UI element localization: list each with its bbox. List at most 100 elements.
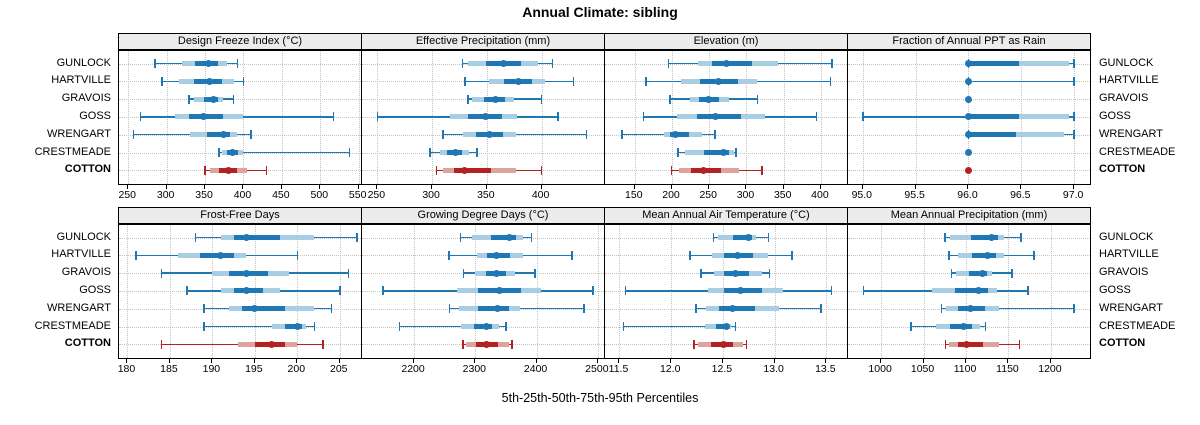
whisker-cap — [667, 59, 670, 68]
iqr-core — [968, 61, 1019, 66]
whisker-cap — [376, 112, 379, 122]
site-label-goss: GOSS — [79, 283, 111, 296]
iqr-core — [968, 132, 1017, 138]
site-label-gravois: GRAVOIS — [1099, 92, 1149, 105]
median-dot — [496, 287, 504, 295]
median-dot — [964, 60, 972, 67]
whisker-cap — [398, 322, 401, 331]
x-tick — [126, 359, 128, 363]
x-tick — [618, 359, 620, 363]
x-tick — [280, 185, 282, 189]
whisker-cap — [505, 322, 507, 331]
strip-mean-annual-precipitation-mm: Mean Annual Precipitation (mm) — [847, 207, 1091, 224]
x-axis-fraction-of-annual-ppt-as-rain: 95.0 95.5 96.0 96.5 97.0 — [847, 185, 1091, 201]
iqr-core — [712, 61, 753, 66]
strip-elevation-m: Elevation (m) — [604, 33, 848, 50]
x-tick-label: 400 — [811, 189, 829, 201]
whisker-cap — [540, 94, 543, 104]
median-dot — [205, 60, 213, 67]
x-tick — [413, 359, 415, 363]
h-gridline — [362, 152, 604, 154]
whisker-cap — [735, 148, 737, 157]
whisker-cap — [768, 268, 771, 278]
whisker-cap — [265, 165, 268, 175]
whisker-cap — [132, 130, 135, 140]
whisker-cap — [218, 148, 220, 157]
x-tick-label: 96.5 — [1010, 189, 1031, 201]
site-labels-left-row2: GUNLOCK HARTVILLE GRAVOIS GOSS WRENGART CREST… — [0, 224, 111, 359]
site-label-crestmeade: CRESTMEADE — [34, 319, 111, 332]
median-dot — [242, 287, 250, 295]
site-labels-right-row1: GUNLOCK HARTVILLE GRAVOIS GOSS WRENGART CREST… — [1099, 50, 1200, 185]
x-axis-growing-degree-days-c: 2200 2300 2400 2500 — [361, 359, 609, 375]
site-label-cotton: COTTON — [1099, 337, 1146, 350]
median-dot — [975, 287, 983, 295]
whisker-cap — [624, 286, 627, 296]
whisker-cap — [572, 76, 575, 86]
x-tick-label: 350 — [195, 189, 213, 201]
whisker-range-line — [399, 325, 506, 328]
median-dot — [200, 113, 207, 121]
x-tick — [825, 359, 827, 363]
median-dot — [217, 251, 225, 259]
x-tick-label: 13.0 — [763, 363, 784, 375]
whisker-cap — [232, 94, 235, 104]
iqr-core — [957, 341, 983, 347]
median-dot — [492, 269, 500, 277]
whisker-cap — [236, 59, 239, 68]
site-label-crestmeade: CRESTMEADE — [1099, 145, 1176, 158]
x-tick — [782, 185, 784, 189]
whisker-cap — [154, 59, 156, 68]
x-tick — [671, 185, 672, 189]
whisker-cap — [830, 286, 833, 296]
iqr-core — [453, 167, 491, 173]
panel-effective-precipitation-mm — [361, 50, 605, 185]
whisker-cap — [348, 148, 351, 157]
whisker-cap — [448, 304, 451, 314]
x-tick-label: 180 — [117, 363, 136, 375]
strip-frost-free-days: Frost-Free Days — [118, 207, 362, 224]
whisker-cap — [791, 250, 793, 260]
whisker-cap — [940, 304, 943, 314]
x-tick — [211, 359, 213, 363]
whisker-cap — [250, 130, 252, 140]
median-dot — [499, 60, 507, 67]
panel-design-freeze-index-c — [118, 50, 362, 185]
whisker-cap — [356, 233, 358, 242]
whisker-cap — [442, 130, 444, 140]
whisker-cap — [767, 233, 770, 242]
whisker-cap — [689, 250, 691, 260]
x-tick-label: 1100 — [953, 363, 977, 375]
median-dot — [719, 149, 727, 156]
whisker-cap — [583, 304, 585, 314]
site-label-hartville: HARTVILLE — [51, 74, 111, 87]
median-dot — [515, 77, 523, 85]
whisker-cap — [461, 59, 464, 68]
whisker-cap — [464, 76, 466, 86]
x-tick-label: 95.0 — [851, 189, 872, 201]
median-dot — [722, 60, 730, 67]
x-axis-mean-annual-air-temperature-c: 11.5 12.0 12.5 13.0 13.5 — [604, 359, 848, 375]
site-label-gravois: GRAVOIS — [61, 92, 111, 105]
x-tick — [296, 359, 298, 363]
whisker-cap — [462, 268, 465, 278]
whisker-cap — [670, 165, 673, 175]
x-tick-label: 400 — [233, 189, 252, 201]
strip-design-freeze-index-c: Design Freeze Index (°C) — [118, 33, 362, 50]
site-label-wrengart: WRENGART — [1099, 301, 1163, 314]
x-tick — [773, 359, 775, 363]
whisker-cap — [642, 112, 645, 122]
median-dot — [720, 340, 728, 348]
whisker-cap — [330, 304, 333, 314]
whisker-cap — [592, 286, 594, 296]
site-label-gunlock: GUNLOCK — [1099, 56, 1154, 69]
whisker-cap — [313, 322, 316, 331]
whisker-cap — [645, 76, 647, 86]
whisker-cap — [910, 322, 912, 331]
median-dot — [268, 340, 276, 348]
x-tick-label: 97.0 — [1062, 189, 1084, 201]
x-tick — [880, 359, 882, 363]
whisker-cap — [540, 165, 543, 175]
x-tick — [1073, 185, 1075, 189]
x-tick-label: 200 — [287, 363, 306, 375]
